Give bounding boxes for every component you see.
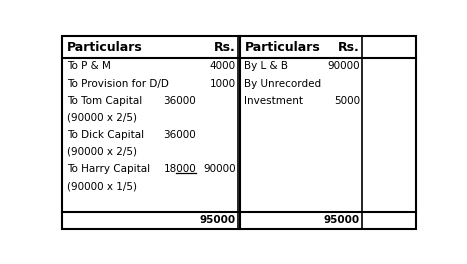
- Text: 36000: 36000: [163, 130, 196, 140]
- Text: Investment: Investment: [244, 96, 304, 106]
- Text: To Tom Capital: To Tom Capital: [67, 96, 142, 106]
- Text: (90000 x 2/5): (90000 x 2/5): [67, 147, 137, 157]
- Text: 95000: 95000: [324, 215, 360, 225]
- Text: 90000: 90000: [203, 164, 236, 174]
- Text: To Dick Capital: To Dick Capital: [67, 130, 144, 140]
- Text: Particulars: Particulars: [67, 41, 142, 54]
- Text: By Unrecorded: By Unrecorded: [244, 78, 321, 88]
- Text: 1000: 1000: [210, 78, 236, 88]
- Text: Rs.: Rs.: [214, 41, 236, 54]
- Text: 90000: 90000: [327, 62, 360, 72]
- Text: Particulars: Particulars: [244, 41, 320, 54]
- Text: 95000: 95000: [200, 215, 236, 225]
- Text: 18000: 18000: [163, 164, 196, 174]
- Text: (90000 x 2/5): (90000 x 2/5): [67, 113, 137, 123]
- Text: (90000 x 1/5): (90000 x 1/5): [67, 181, 137, 191]
- Text: To P & M: To P & M: [67, 62, 111, 72]
- Text: 4000: 4000: [210, 62, 236, 72]
- Text: Rs.: Rs.: [338, 41, 360, 54]
- Text: 36000: 36000: [163, 96, 196, 106]
- Text: To Provision for D/D: To Provision for D/D: [67, 78, 169, 88]
- Text: By L & B: By L & B: [244, 62, 289, 72]
- Text: 5000: 5000: [334, 96, 360, 106]
- Text: To Harry Capital: To Harry Capital: [67, 164, 150, 174]
